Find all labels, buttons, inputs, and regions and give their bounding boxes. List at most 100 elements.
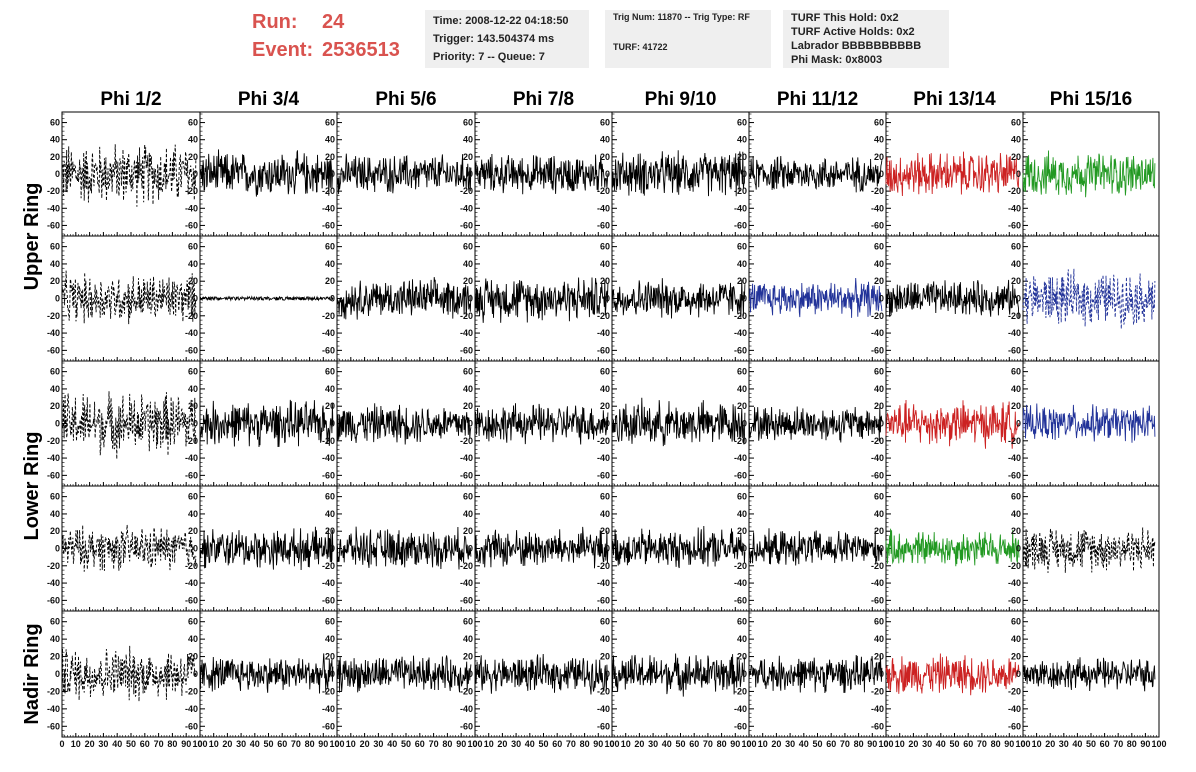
y-tick-label: 60 [737, 242, 747, 252]
waveform-trace [199, 399, 334, 448]
y-tick-label: 20 [874, 152, 884, 162]
x-tick-label: 50 [263, 739, 273, 749]
x-tick-label: 60 [826, 739, 836, 749]
x-tick-label: 70 [703, 739, 713, 749]
x-tick-label: 100 [467, 739, 482, 749]
y-tick-label: -60 [1008, 470, 1021, 480]
y-tick-label: 60 [1011, 367, 1021, 377]
y-tick-label: -60 [734, 470, 747, 480]
y-tick-label: 40 [463, 384, 473, 394]
y-tick-label: -60 [47, 470, 60, 480]
y-tick-label: 0 [330, 544, 335, 554]
y-tick-label: -60 [47, 721, 60, 731]
y-tick-label: 60 [737, 492, 747, 502]
waveform-trace [1022, 657, 1156, 692]
waveform-trace [336, 526, 472, 570]
y-tick-label: -20 [322, 311, 335, 321]
y-tick-label: -20 [597, 311, 610, 321]
x-tick-label: 10 [621, 739, 631, 749]
event-label: Event: [252, 39, 314, 61]
turf-active-text: TURF Active Holds: 0x2 [791, 26, 915, 38]
y-tick-label: -40 [1008, 578, 1021, 588]
y-tick-label: 60 [325, 367, 335, 377]
y-tick-label: -40 [185, 453, 198, 463]
y-tick-label: 0 [742, 419, 747, 429]
x-tick-label: 100 [878, 739, 893, 749]
y-tick-label: 60 [874, 617, 884, 627]
y-tick-label: -20 [185, 436, 198, 446]
y-tick-label: -40 [871, 453, 884, 463]
y-tick-label: -20 [1008, 436, 1021, 446]
waveform-trace [885, 528, 1020, 567]
time-info-box: Time: 2008-12-22 04:18:50 Trigger: 143.5… [425, 10, 589, 68]
y-tick-label: 40 [1011, 634, 1021, 644]
y-tick-label: 40 [463, 259, 473, 269]
y-tick-label: -60 [322, 345, 335, 355]
y-tick-label: 40 [737, 634, 747, 644]
y-tick-label: -60 [322, 721, 335, 731]
y-tick-label: 60 [1011, 617, 1021, 627]
y-tick-label: 20 [463, 526, 473, 536]
x-tick-label: 80 [717, 739, 727, 749]
y-tick-label: -60 [871, 345, 884, 355]
waveform-trace [336, 403, 472, 445]
run-label: Run: [252, 11, 298, 33]
y-tick-label: 20 [737, 526, 747, 536]
y-tick-label: -60 [460, 220, 473, 230]
y-tick-label: -40 [47, 203, 60, 213]
y-tick-label: 40 [188, 634, 198, 644]
y-tick-label: 60 [600, 118, 610, 128]
x-tick-label: 0 [197, 739, 202, 749]
column-title-3: Phi 5/6 [375, 89, 436, 110]
y-tick-label: -20 [734, 686, 747, 696]
y-tick-label: 60 [463, 617, 473, 627]
column-title-7: Phi 13/14 [913, 89, 996, 110]
y-tick-label: 20 [50, 276, 60, 286]
y-tick-label: 20 [50, 401, 60, 411]
y-tick-label: 0 [330, 419, 335, 429]
run-event-box: Run: 24 Event: 2536513 [252, 8, 422, 68]
waveform-trace [61, 524, 197, 572]
y-tick-label: -20 [322, 186, 335, 196]
y-tick-label: -20 [460, 686, 473, 696]
x-tick-label: 30 [98, 739, 108, 749]
y-tick-label: -40 [47, 453, 60, 463]
x-tick-label: 20 [771, 739, 781, 749]
trigger-text: Trigger: 143.504374 ms [433, 33, 555, 45]
y-tick-label: -40 [871, 578, 884, 588]
y-tick-label: -40 [322, 453, 335, 463]
y-tick-label: 20 [874, 276, 884, 286]
y-tick-label: 20 [463, 401, 473, 411]
row-title-lower-ring: Lower Ring [21, 432, 43, 541]
y-tick-label: 0 [193, 169, 198, 179]
waveform-trace [1022, 527, 1156, 573]
column-title-8: Phi 15/16 [1050, 89, 1132, 110]
y-tick-label: 40 [188, 384, 198, 394]
y-tick-label: 20 [50, 152, 60, 162]
waveform-trace [748, 654, 883, 694]
y-tick-label: 40 [325, 384, 335, 394]
x-tick-label: 60 [140, 739, 150, 749]
y-tick-label: -40 [871, 328, 884, 338]
y-tick-label: 20 [325, 401, 335, 411]
x-tick-label: 100 [329, 739, 344, 749]
y-tick-label: -40 [47, 578, 60, 588]
y-tick-label: -40 [460, 453, 473, 463]
y-tick-label: 60 [188, 492, 198, 502]
y-tick-label: 60 [600, 492, 610, 502]
x-tick-label: 30 [1059, 739, 1069, 749]
y-tick-label: -40 [871, 704, 884, 714]
x-tick-label: 90 [318, 739, 328, 749]
y-tick-label: -40 [322, 578, 335, 588]
y-tick-label: 40 [1011, 509, 1021, 519]
x-tick-label: 10 [209, 739, 219, 749]
y-tick-label: 0 [468, 419, 473, 429]
x-tick-label: 60 [689, 739, 699, 749]
y-tick-label: 0 [55, 294, 60, 304]
x-tick-label: 70 [566, 739, 576, 749]
y-tick-label: -20 [871, 436, 884, 446]
y-tick-label: 40 [188, 509, 198, 519]
x-tick-label: 30 [373, 739, 383, 749]
y-tick-label: 60 [463, 242, 473, 252]
y-tick-label: 40 [188, 259, 198, 269]
